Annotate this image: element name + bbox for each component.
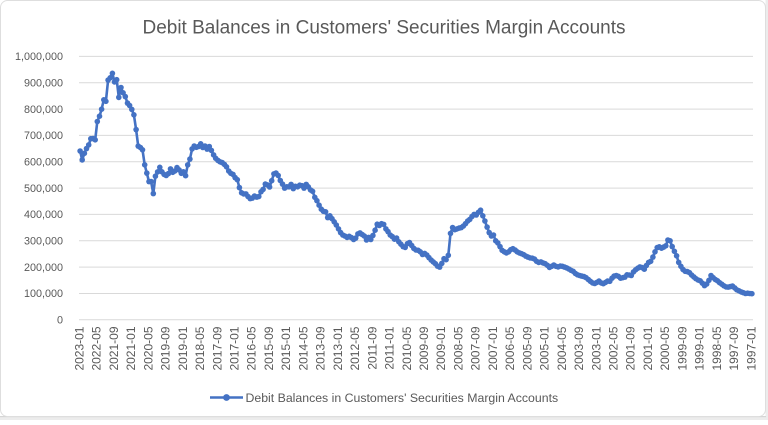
svg-text:0: 0 [57,315,63,327]
svg-text:2001-09: 2001-09 [624,326,638,370]
svg-text:2015-09: 2015-09 [262,326,276,370]
svg-text:100,000: 100,000 [24,288,63,300]
svg-text:2005-09: 2005-09 [520,326,534,370]
svg-text:900,000: 900,000 [24,77,63,89]
svg-text:2020-05: 2020-05 [141,326,155,370]
svg-text:2014-05: 2014-05 [296,326,310,370]
svg-text:1997-09: 1997-09 [727,326,741,370]
svg-text:1999-09: 1999-09 [675,326,689,370]
svg-text:2021-09: 2021-09 [107,326,121,370]
svg-text:2013-09: 2013-09 [314,326,328,370]
svg-text:2015-01: 2015-01 [279,326,293,370]
svg-text:2009-09: 2009-09 [417,326,431,370]
svg-text:1999-01: 1999-01 [693,326,707,370]
svg-text:2010-05: 2010-05 [400,326,414,370]
svg-text:800,000: 800,000 [24,104,63,116]
svg-text:2022-05: 2022-05 [90,326,104,370]
svg-text:2003-09: 2003-09 [572,326,586,370]
svg-text:1998-05: 1998-05 [710,326,724,370]
svg-text:2012-05: 2012-05 [348,326,362,370]
svg-text:700,000: 700,000 [24,130,63,142]
svg-text:2017-09: 2017-09 [210,326,224,370]
svg-text:2002-05: 2002-05 [607,326,621,370]
svg-text:2001-01: 2001-01 [641,326,655,370]
svg-text:2003-01: 2003-01 [589,326,603,370]
svg-text:2021-01: 2021-01 [124,326,138,370]
svg-text:2013-01: 2013-01 [331,326,345,370]
svg-text:2017-01: 2017-01 [228,326,242,370]
svg-text:2019-01: 2019-01 [176,326,190,370]
svg-text:300,000: 300,000 [24,236,63,248]
svg-text:500,000: 500,000 [24,183,63,195]
svg-text:2000-05: 2000-05 [658,326,672,370]
svg-text:2007-01: 2007-01 [486,326,500,370]
svg-text:2004-05: 2004-05 [555,326,569,370]
svg-text:Debit Balances in Customers' S: Debit Balances in Customers' Securities … [142,18,625,39]
svg-text:2007-09: 2007-09 [469,326,483,370]
svg-text:2008-05: 2008-05 [452,326,466,370]
svg-text:400,000: 400,000 [24,209,63,221]
svg-text:200,000: 200,000 [24,262,63,274]
svg-text:2009-01: 2009-01 [434,326,448,370]
svg-text:2016-05: 2016-05 [245,326,259,370]
svg-text:2005-01: 2005-01 [538,326,552,370]
svg-text:2011-01: 2011-01 [383,326,397,369]
svg-text:2011-09: 2011-09 [365,326,379,369]
svg-text:Debit Balances in Customers' S: Debit Balances in Customers' Securities … [246,391,559,405]
svg-text:2018-05: 2018-05 [193,326,207,370]
svg-text:2006-05: 2006-05 [503,326,517,370]
svg-text:1,000,000: 1,000,000 [15,51,63,63]
svg-text:2023-01: 2023-01 [72,326,86,370]
svg-text:2019-09: 2019-09 [159,326,173,370]
svg-text:1997-01: 1997-01 [744,326,758,370]
svg-text:600,000: 600,000 [24,157,63,169]
